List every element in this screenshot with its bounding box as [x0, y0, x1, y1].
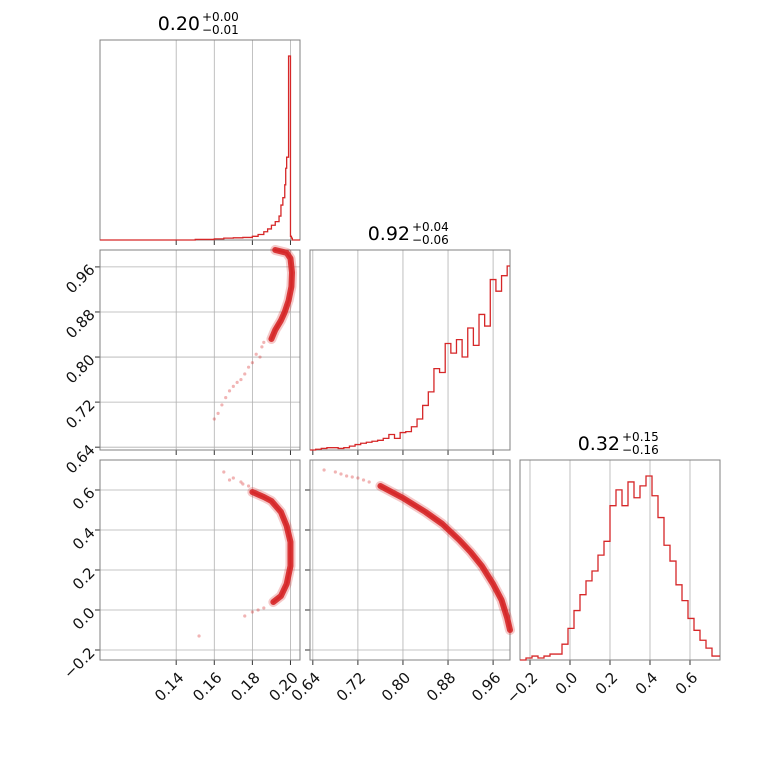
title-plus-1: +0.04 [412, 220, 449, 234]
y-tick-label-1-1: 0.72 [62, 396, 98, 432]
histogram-1 [310, 265, 510, 451]
title-minus-0: −0.01 [202, 23, 239, 37]
y-tick-label-2-1: 0.0 [69, 604, 99, 634]
sample-point-1-0-11 [212, 417, 216, 421]
sample-point-1-0-4 [224, 396, 228, 400]
sample-point-2-1-4 [367, 480, 371, 484]
sample-point-2-1-6 [350, 475, 354, 479]
x-tick-label-0-1: 0.16 [189, 669, 225, 705]
sample-point-1-0-0 [250, 361, 254, 365]
panel-1-1: 0.92 +0.04−0.06 [309, 220, 511, 455]
panel-2-1 [305, 459, 515, 665]
y-tick-label-2-3: 0.4 [69, 524, 99, 554]
y-tick-label-1-2: 0.80 [62, 351, 98, 387]
title-plus-2: +0.15 [622, 430, 659, 444]
sample-point-1-0-14 [262, 340, 266, 344]
sample-point-2-0-5 [256, 608, 260, 612]
sample-point-2-1-5 [339, 472, 343, 476]
sample-point-2-1-1 [333, 470, 337, 474]
panel-frame-1-0 [99, 249, 301, 451]
sample-point-2-0-10 [241, 482, 245, 486]
panel-frame-0-0 [99, 39, 301, 241]
histogram-0 [100, 55, 300, 241]
contour-outer-2-1 [377, 483, 513, 633]
y-tick-label-2-4: 0.6 [69, 484, 99, 514]
x-tick-label-2-0: −0.2 [503, 669, 541, 707]
contour-inner-2-0 [251, 491, 292, 603]
contour-inner-1-0 [270, 249, 293, 341]
sample-point-1-0-12 [239, 377, 243, 382]
histogram-2 [520, 475, 720, 661]
sample-point-1-0-7 [260, 345, 264, 349]
sample-point-1-0-8 [246, 365, 251, 369]
x-tick-label-1-2: 0.80 [378, 669, 414, 705]
x-tick-label-2-3: 0.4 [632, 669, 662, 699]
sample-point-1-0-10 [216, 411, 220, 415]
sample-point-2-1-3 [356, 476, 360, 480]
contour-inner-2-1 [379, 485, 511, 631]
sample-point-2-0-9 [197, 634, 201, 638]
sample-point-2-0-0 [222, 470, 226, 474]
title-median-0: 0.20 [158, 13, 200, 35]
title-median-1: 0.92 [368, 223, 410, 245]
sample-point-1-0-5 [220, 403, 224, 407]
panel-frame-2-0 [99, 459, 301, 661]
sample-point-2-0-3 [246, 484, 251, 488]
title-plus-0: +0.00 [202, 10, 239, 24]
panel-1-0 [95, 245, 301, 455]
x-tick-label-1-3: 0.88 [423, 669, 459, 705]
sample-point-2-0-6 [262, 606, 266, 610]
x-tick-label-2-1: 0.0 [552, 669, 582, 699]
x-tick-label-0-0: 0.14 [151, 669, 187, 705]
y-tick-label-1-3: 0.88 [62, 306, 98, 342]
x-tick-label-1-1: 0.72 [333, 669, 369, 705]
x-tick-label-0-2: 0.18 [227, 669, 263, 705]
sample-point-2-1-7 [361, 478, 366, 482]
panel-0-0: 0.20 +0.00−0.01 [99, 10, 301, 245]
title-median-2: 0.32 [578, 433, 620, 455]
sample-point-2-0-8 [243, 614, 247, 618]
title-minus-2: −0.16 [622, 443, 659, 457]
x-tick-label-2-2: 0.2 [592, 669, 622, 699]
sample-point-1-0-13 [258, 355, 262, 359]
x-tick-label-1-4: 0.96 [468, 669, 504, 705]
panel-2-0 [95, 459, 301, 665]
panel-frame-2-1 [309, 459, 511, 661]
sample-point-2-0-7 [250, 610, 254, 614]
sample-point-2-1-0 [322, 468, 326, 472]
sample-point-1-0-3 [227, 389, 232, 393]
y-tick-label-1-4: 0.96 [62, 261, 98, 297]
panel-frame-1-1 [309, 249, 511, 451]
sample-point-2-0-4 [227, 478, 232, 482]
sample-point-2-1-2 [345, 474, 349, 478]
sample-point-1-0-2 [235, 380, 239, 384]
panel-2-2: 0.32 +0.15−0.16 [519, 430, 721, 665]
title-minus-1: −0.06 [412, 233, 449, 247]
sample-point-1-0-1 [243, 372, 247, 376]
sample-point-1-0-9 [231, 384, 235, 388]
y-tick-label-2-2: 0.2 [69, 564, 99, 594]
x-tick-label-2-4: 0.6 [672, 669, 702, 699]
sample-point-2-0-2 [239, 480, 243, 484]
sample-point-1-0-6 [254, 352, 258, 356]
density-fill-2-1 [375, 481, 515, 635]
y-tick-label-1-0: 0.64 [62, 441, 98, 477]
sample-point-2-0-1 [231, 476, 235, 480]
y-tick-label-2-0: −0.2 [60, 644, 98, 682]
panel-frame-2-2 [519, 459, 721, 661]
